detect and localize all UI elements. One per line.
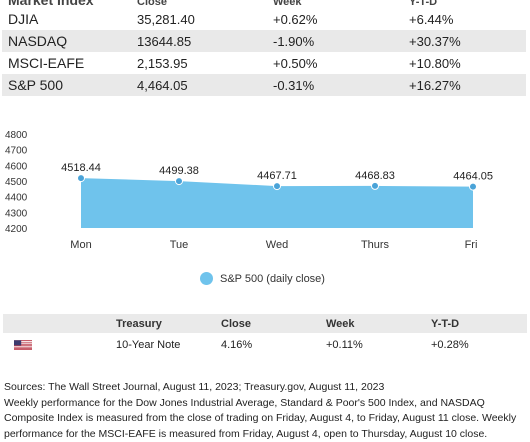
header-ytd: Y-T-D bbox=[424, 314, 527, 333]
y-tick-label: 4800 bbox=[5, 130, 28, 141]
header-treasury: Treasury bbox=[108, 314, 214, 333]
sources-note: Sources: The Wall Street Journal, August… bbox=[4, 380, 528, 442]
data-points bbox=[77, 174, 477, 191]
y-tick-label: 4400 bbox=[5, 193, 28, 204]
us-flag-icon bbox=[14, 340, 32, 350]
data-label: 4468.83 bbox=[355, 170, 395, 182]
table-row: 10-Year Note 4.16% +0.11% +0.28% bbox=[3, 333, 527, 357]
x-tick-label: Tue bbox=[170, 239, 189, 251]
legend-label: S&P 500 (daily close) bbox=[220, 272, 325, 285]
y-tick-label: 4600 bbox=[5, 161, 28, 172]
index-name: S&P 500 bbox=[2, 74, 131, 96]
table-row: MSCI-EAFE 2,153.95 +0.50% +10.80% bbox=[2, 52, 526, 74]
x-tick-label: Mon bbox=[70, 239, 91, 251]
y-tick-label: 4300 bbox=[5, 208, 28, 219]
sp500-area bbox=[81, 178, 473, 228]
header-flag bbox=[3, 314, 108, 333]
index-close: 4,464.05 bbox=[131, 74, 267, 96]
treasury-table: Treasury Close Week Y-T-D 10-Year Note 4… bbox=[3, 314, 527, 357]
index-week: +0.50% bbox=[273, 55, 318, 71]
index-name: DJIA bbox=[8, 11, 39, 27]
data-labels: 4518.44 4499.38 4467.71 4468.83 4464.05 bbox=[61, 162, 493, 183]
market-index-table: Market Index Close Week Y-T-D DJIA 35,28… bbox=[2, 0, 526, 96]
treasury-close: 4.16% bbox=[221, 339, 253, 351]
sp500-area-chart: 4800 4700 4600 4500 4400 4300 4200 4518.44 4499… bbox=[5, 130, 493, 251]
data-label: 4464.05 bbox=[453, 171, 493, 183]
data-label: 4499.38 bbox=[159, 165, 199, 177]
header-market-index: Market Index bbox=[8, 0, 94, 8]
index-name: MSCI-EAFE bbox=[8, 55, 85, 71]
data-point bbox=[371, 181, 379, 190]
treasury-ytd: +0.28% bbox=[431, 339, 469, 351]
x-axis: Mon Tue Wed Thurs Fri bbox=[70, 239, 477, 251]
index-table-header: Market Index Close Week Y-T-D bbox=[2, 0, 526, 8]
y-tick-label: 4500 bbox=[5, 177, 28, 188]
x-tick-label: Fri bbox=[465, 239, 478, 251]
index-week: -0.31% bbox=[267, 74, 403, 96]
table-row: DJIA 35,281.40 +0.62% +6.44% bbox=[2, 8, 526, 30]
data-point bbox=[469, 182, 477, 191]
index-ytd: +16.27% bbox=[403, 74, 526, 96]
index-close: 13644.85 bbox=[131, 30, 267, 52]
sources-line: Sources: The Wall Street Journal, August… bbox=[4, 381, 385, 393]
index-close: 35,281.40 bbox=[137, 11, 195, 27]
index-ytd: +30.37% bbox=[403, 30, 526, 52]
index-week: +0.62% bbox=[273, 11, 318, 27]
legend-swatch-icon bbox=[200, 272, 213, 285]
header-close: Close bbox=[137, 0, 167, 8]
chart-legend: S&P 500 (daily close) bbox=[200, 272, 325, 285]
table-row: S&P 500 4,464.05 -0.31% +16.27% bbox=[2, 74, 526, 96]
index-name: NASDAQ bbox=[2, 30, 131, 52]
data-point bbox=[175, 177, 183, 186]
header-week: Week bbox=[273, 0, 302, 8]
treasury-table-header: Treasury Close Week Y-T-D bbox=[3, 314, 527, 333]
y-axis: 4800 4700 4600 4500 4400 4300 4200 bbox=[5, 130, 28, 235]
header-close: Close bbox=[214, 314, 319, 333]
treasury-week: +0.11% bbox=[326, 339, 363, 351]
x-tick-label: Thurs bbox=[361, 239, 390, 251]
data-point bbox=[77, 174, 85, 183]
header-week: Week bbox=[319, 314, 424, 333]
x-tick-label: Wed bbox=[266, 239, 288, 251]
index-week: -1.90% bbox=[267, 30, 403, 52]
data-label: 4467.71 bbox=[257, 170, 297, 182]
data-label: 4518.44 bbox=[61, 162, 101, 174]
flag-cell bbox=[3, 333, 108, 357]
header-ytd: Y-T-D bbox=[409, 0, 438, 8]
methodology-note: Weekly performance for the Dow Jones Ind… bbox=[4, 396, 517, 440]
index-ytd: +10.80% bbox=[409, 55, 461, 71]
table-row: NASDAQ 13644.85 -1.90% +30.37% bbox=[2, 30, 526, 52]
index-ytd: +6.44% bbox=[409, 11, 454, 27]
y-tick-label: 4700 bbox=[5, 146, 28, 157]
y-tick-label: 4200 bbox=[5, 224, 28, 235]
index-close: 2,153.95 bbox=[137, 55, 188, 71]
data-point bbox=[273, 182, 281, 191]
treasury-name: 10-Year Note bbox=[116, 339, 181, 351]
